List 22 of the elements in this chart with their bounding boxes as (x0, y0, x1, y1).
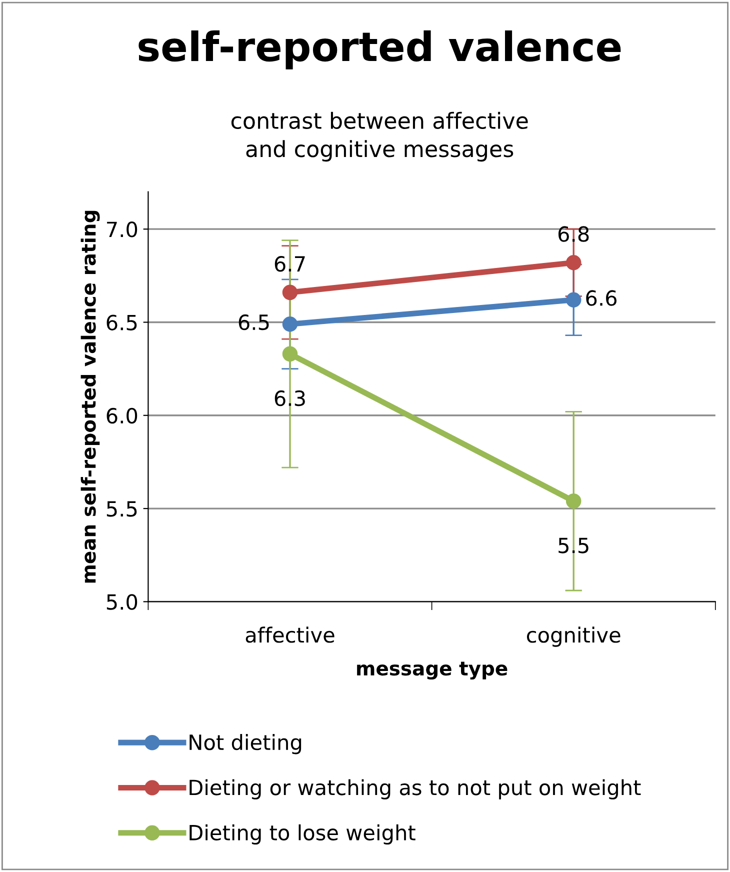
point (566, 254, 582, 270)
point (282, 284, 298, 300)
legend-label: Not dieting (190, 734, 302, 754)
y-tick-label: 7.0 (107, 222, 138, 238)
y-tick-label: 6.5 (106, 314, 137, 330)
y-tick-label: 5.0 (106, 594, 138, 610)
point (282, 346, 298, 362)
data-label: 6.6 (586, 290, 617, 306)
chart-title: self-reported valence (138, 30, 621, 70)
x-tick-label: cognitive (526, 626, 620, 647)
point (566, 292, 582, 308)
point (282, 316, 298, 332)
point (566, 493, 582, 509)
y-tick-label: 6.0 (106, 408, 138, 424)
data-label: 6.5 (238, 314, 269, 330)
legend-label: Dieting to lose weight (190, 824, 416, 845)
y-tick-label: 5.5 (106, 501, 137, 517)
x-tick-label: affective (246, 626, 334, 643)
legend-label: Dieting or watching as to not put on weight (190, 779, 641, 800)
y-axis-title: mean self-reported valence rating (80, 210, 100, 583)
chart-subtitle: contrast between affective and cognitive messages (231, 112, 528, 162)
x-axis-title: message type (357, 662, 508, 680)
